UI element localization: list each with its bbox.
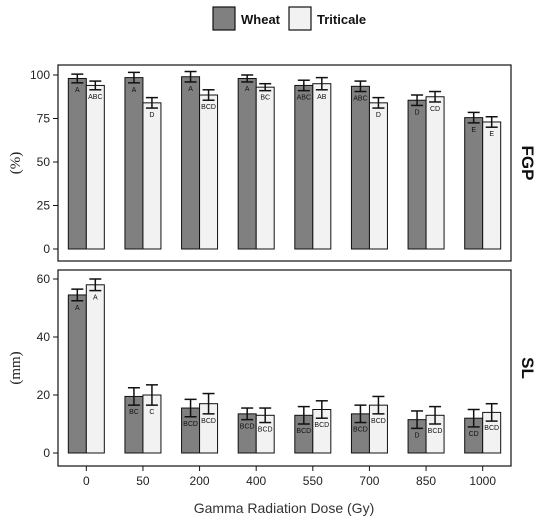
legend-swatch-wheat (212, 6, 236, 31)
bar-wheat (237, 77, 257, 250)
legend: Wheat Triticale (212, 6, 366, 31)
panel-frame-fgp (57, 64, 512, 262)
y-tick-label: 60 (37, 272, 51, 286)
significance-letter: BC (129, 409, 139, 416)
y-axis-label-sl: (mm) (8, 351, 24, 384)
significance-letter: A (245, 86, 250, 93)
y-tick-label: 50 (37, 155, 51, 169)
significance-letter: C (149, 409, 154, 416)
bar-triticale (482, 121, 502, 250)
bar-triticale (85, 284, 105, 454)
x-tick-label: 700 (359, 474, 379, 488)
x-tick-label: 400 (246, 474, 266, 488)
significance-letter: BCD (201, 418, 216, 425)
y-tick-label: 20 (37, 388, 51, 402)
y-tick-label: 0 (43, 242, 50, 256)
facet-label-sl: SL (518, 357, 537, 379)
y-tick-label: 100 (30, 68, 50, 82)
x-tick-label: 550 (303, 474, 323, 488)
bar-triticale (368, 102, 388, 250)
significance-letter: A (188, 86, 193, 93)
significance-letter: BCD (258, 427, 273, 434)
significance-letter: D (376, 112, 381, 119)
x-tick-label: 1000 (469, 474, 496, 488)
significance-letter: A (75, 87, 80, 94)
significance-letter: A (93, 295, 98, 302)
bar-wheat (407, 99, 427, 250)
significance-letter: D (415, 432, 420, 439)
significance-letter: BC (260, 95, 270, 102)
significance-letter: BCD (353, 427, 368, 434)
significance-letter: E (471, 127, 476, 134)
significance-letter: E (489, 131, 494, 138)
y-tick-label: 40 (37, 330, 51, 344)
significance-letter: ABC (353, 96, 367, 103)
legend-swatch-triticale (288, 6, 312, 31)
significance-letter: BCD (183, 421, 198, 428)
x-tick-label: 0 (83, 474, 90, 488)
significance-letter: BCD (484, 425, 499, 432)
significance-letter: AB (317, 94, 327, 101)
significance-letter: ABC (88, 94, 102, 101)
x-tick-label: 50 (136, 474, 150, 488)
significance-letter: BCD (314, 422, 329, 429)
x-tick-label: 850 (416, 474, 436, 488)
facet-label-fgp: FGP (518, 146, 537, 181)
bar-triticale (425, 96, 445, 250)
bar-triticale (142, 102, 162, 250)
significance-letter: ABC (297, 95, 311, 102)
significance-letter: BCD (371, 418, 386, 425)
bar-wheat (350, 85, 370, 250)
bar-wheat (464, 117, 484, 250)
bar-triticale (312, 83, 332, 250)
bar-wheat (124, 77, 144, 250)
bar-triticale (199, 94, 219, 250)
bar-wheat (67, 294, 87, 454)
significance-letter: BCD (201, 104, 216, 111)
bar-wheat (294, 84, 314, 250)
significance-letter: CD (469, 431, 479, 438)
y-tick-label: 25 (37, 199, 51, 213)
significance-letter: BCD (240, 424, 255, 431)
significance-letter: BCD (296, 428, 311, 435)
panel-frame-sl (57, 269, 512, 467)
y-tick-label: 0 (43, 446, 50, 460)
bar-triticale (85, 84, 105, 250)
significance-letter: D (415, 109, 420, 116)
significance-letter: D (149, 112, 154, 119)
x-axis-label: Gamma Radiation Dose (Gy) (194, 500, 375, 516)
legend-label-wheat: Wheat (241, 12, 281, 27)
y-tick-label: 75 (37, 112, 51, 126)
bar-triticale (255, 86, 275, 250)
significance-letter: A (132, 87, 137, 94)
legend-label-triticale: Triticale (317, 12, 366, 27)
significance-letter: CD (430, 106, 440, 113)
bar-wheat (67, 77, 87, 250)
bar-wheat (181, 76, 201, 250)
significance-letter: BCD (428, 428, 443, 435)
x-tick-label: 200 (190, 474, 210, 488)
y-axis-label-fgp: (%) (8, 152, 24, 175)
significance-letter: A (75, 305, 80, 312)
